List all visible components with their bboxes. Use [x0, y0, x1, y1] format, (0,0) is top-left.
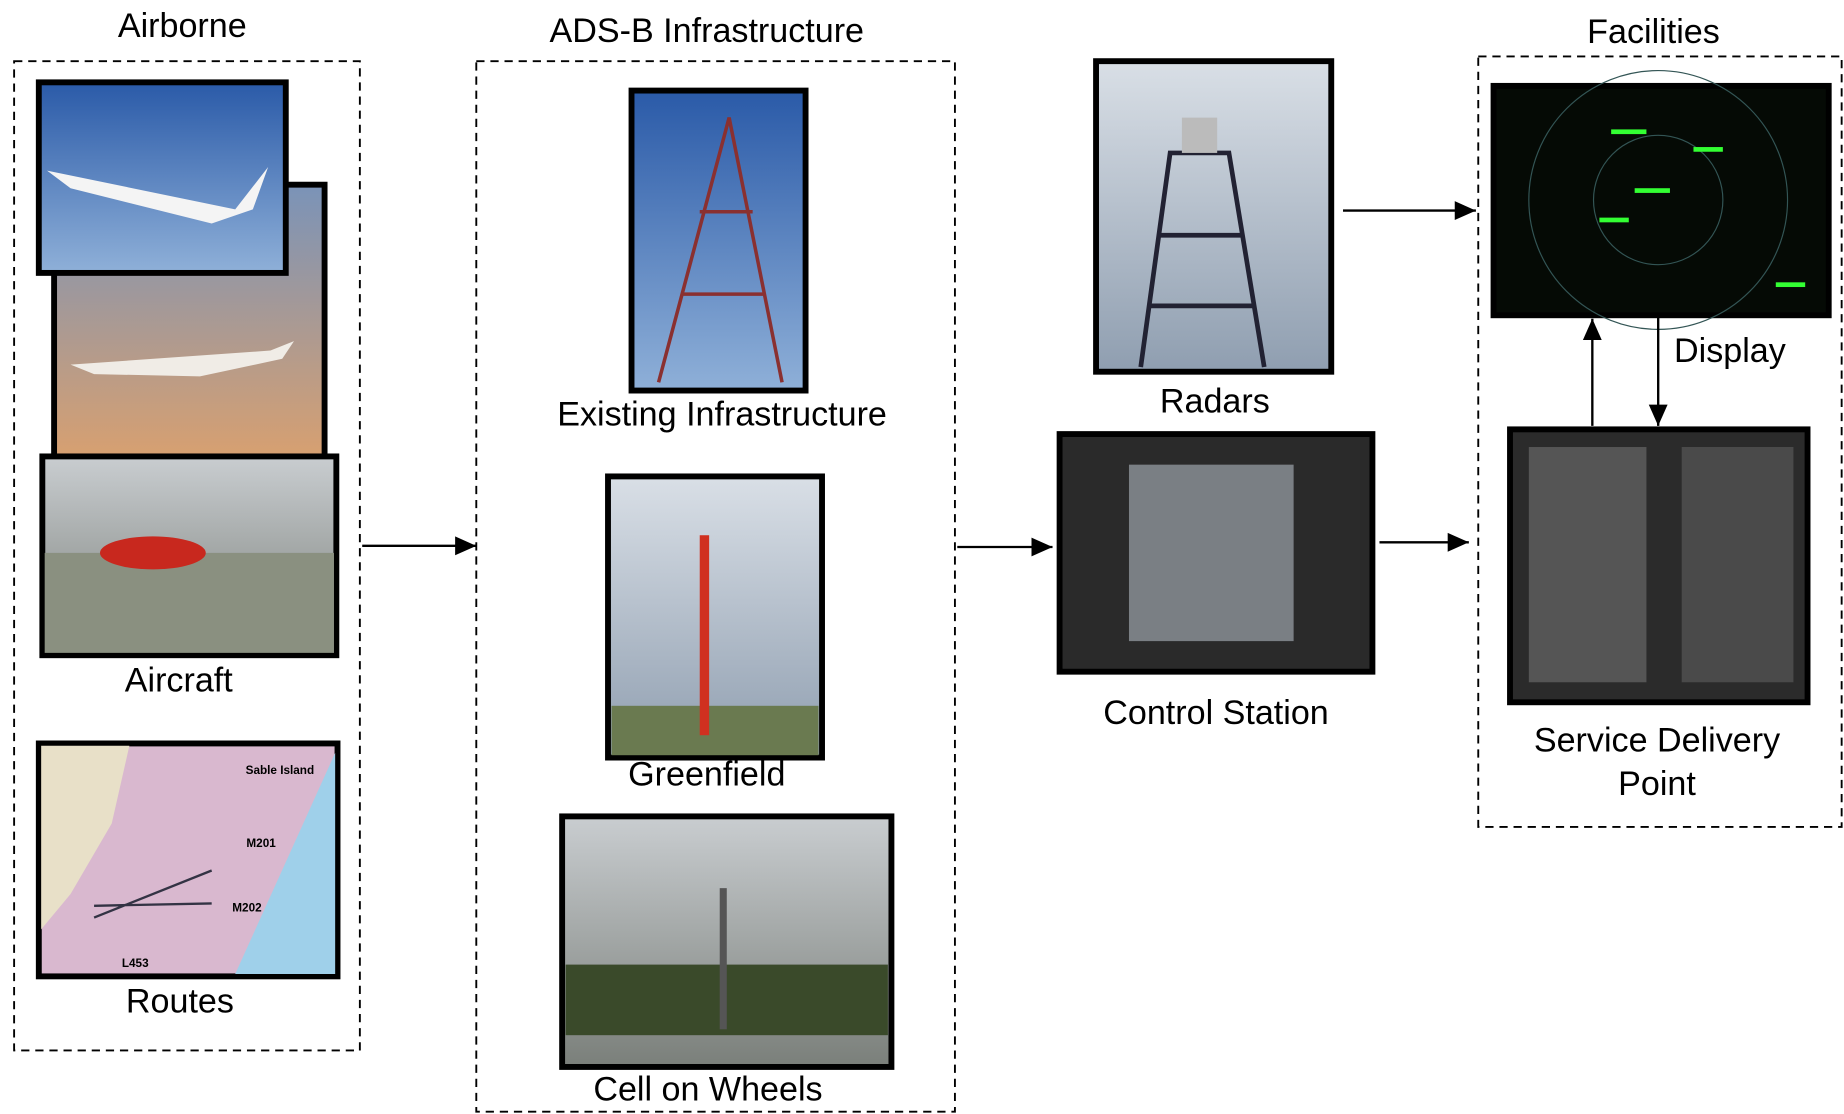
ground [45, 553, 334, 653]
map-label: Sable Island [246, 764, 315, 777]
diagram: Sable Island M201 M202 L453 Airborne ADS… [0, 0, 1844, 1114]
rack [1129, 465, 1294, 641]
node-label: Radars [1160, 382, 1270, 420]
map-label: M201 [246, 837, 276, 850]
tower-photo [632, 91, 806, 391]
mast [700, 535, 709, 735]
node-label: Service Delivery [1534, 721, 1780, 759]
node-label: Aircraft [125, 661, 233, 699]
group-title: Airborne [118, 7, 247, 45]
map-label: L453 [122, 957, 149, 970]
infrastructure-photos [562, 91, 891, 1067]
display-photo [1494, 86, 1829, 315]
ground-photos [1060, 61, 1373, 672]
node-label: Cell on Wheels [593, 1071, 822, 1109]
node-label: Existing Infrastructure [557, 395, 887, 433]
radar-dish [1182, 118, 1217, 153]
group-title: Facilities [1587, 13, 1720, 51]
node-label: Control Station [1103, 694, 1328, 732]
sdp-rack [1682, 447, 1794, 682]
aircraft-photos: Sable Island M201 M202 L453 [39, 82, 338, 976]
grass [612, 706, 819, 755]
node-label: Greenfield [628, 755, 785, 793]
page: Sable Island M201 M202 L453 Airborne ADS… [0, 0, 1844, 1114]
radar-photo [1096, 61, 1331, 372]
arrows [362, 211, 1658, 547]
sdp-rack [1529, 447, 1647, 682]
map-label: M202 [232, 902, 262, 915]
facility-photos [1494, 71, 1829, 703]
cow-mast [720, 888, 727, 1029]
node-label: Point [1618, 765, 1696, 803]
node-label: Display [1674, 332, 1786, 370]
node-label: Routes [126, 982, 234, 1020]
group-title: ADS-B Infrastructure [550, 12, 864, 50]
helicopter-shape [100, 536, 206, 569]
